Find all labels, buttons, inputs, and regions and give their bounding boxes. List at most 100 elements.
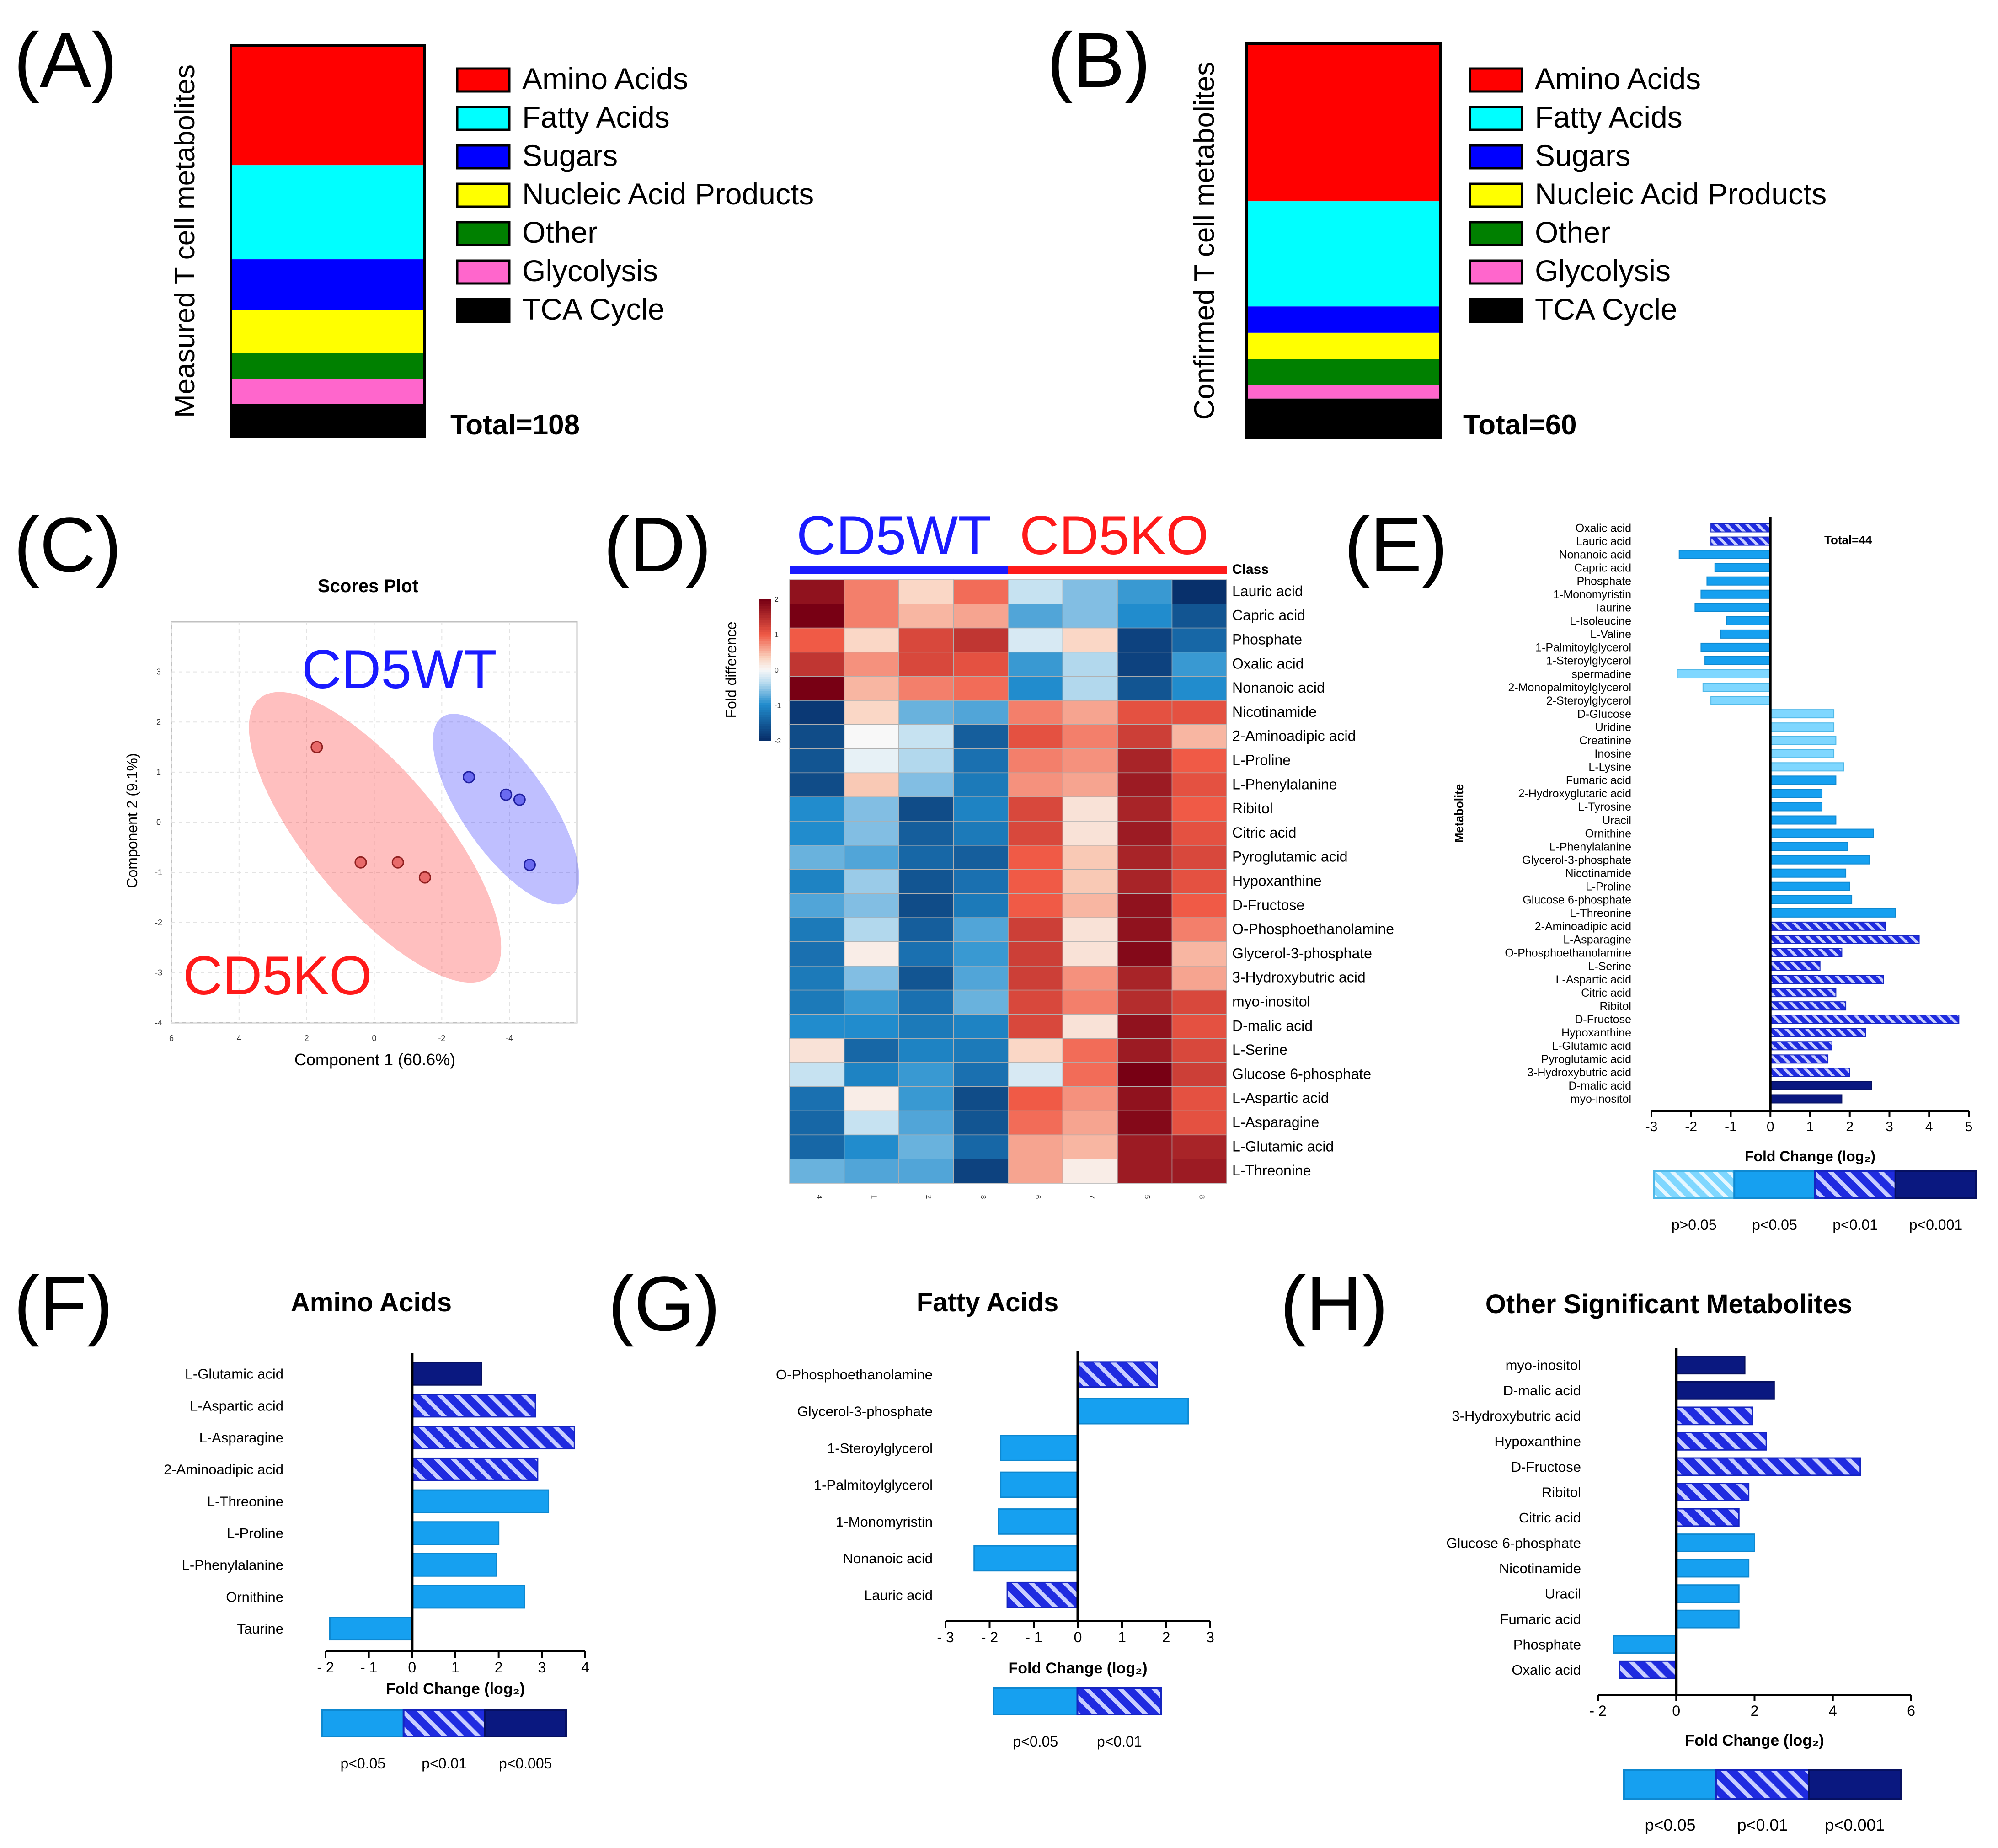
row-label-3-hydroxybutric-acid: 3-Hydroxybutric acid [1232,969,1366,986]
legend-swatch-other [456,221,511,246]
heatmap-cell [1117,676,1173,701]
scale-step [759,712,771,716]
heatmap-cell [1062,700,1118,725]
heatmap-cell [1171,652,1227,677]
heatmap-cell [953,579,1009,604]
scale-tick-label: 2 [775,596,779,604]
legend-swatch-p-0-01 [402,1709,486,1737]
bar-label-fumaric-acid: Fumaric acid [1500,1611,1581,1627]
total-label: Total=60 [1463,409,1577,441]
heatmap-cell [1008,869,1063,894]
heatmap-cell [1008,989,1063,1015]
bar-label-l-isoleucine: L-Isoleucine [1570,615,1631,628]
bar-label-ornithine: Ornithine [1585,827,1631,840]
bar-label-d-glucose: D-Glucose [1577,708,1631,721]
x-tick-label: 2 [305,1034,309,1043]
legend-swatch-sugars [456,144,511,170]
heatmap-cell [1062,652,1118,677]
bar-label-2-hydroxyglutaric-acid: 2-Hydroxyglutaric acid [1518,787,1631,800]
heatmap-cell [1008,1134,1063,1159]
panel-f-amino-acids-chart: Amino Acids L-Glutamic acid L-Aspartic aci… [164,1287,589,1772]
heatmap-cell [1117,579,1173,604]
score-point-cd5ko [354,856,367,869]
panel-label-b: (B) [1047,17,1151,104]
x-tick-label: 4 [1829,1703,1837,1719]
heatmap-cell [898,627,954,653]
bar-label-capric-acid: Capric acid [1574,561,1631,574]
heatmap-cell [1117,966,1173,991]
heatmap-cell [1171,1014,1227,1039]
legend-swatch-p-0-05 [1733,1170,1816,1199]
heatmap-cell [1008,579,1063,604]
bar-label-glucose-6-phosphate: Glucose 6-phosphate [1446,1535,1581,1551]
x-tick-label: 2 [1162,1629,1170,1645]
bar-label-o-phosphoethanolamine: O-Phosphoethanolamine [776,1367,933,1383]
heatmap-cell [844,941,899,967]
heatmap-cell [1062,966,1118,991]
scale-step [759,641,771,645]
heatmap-cell [1008,772,1063,797]
bar-lauric-acid [1006,1581,1079,1608]
scale-step [759,707,771,710]
bar-capric-acid [1714,563,1771,572]
heatmap-cell [1171,1159,1227,1184]
heatmap-cell [844,1038,899,1063]
bar-label-l-proline: L-Proline [227,1525,283,1541]
bar-uracil [1675,1584,1740,1603]
class-label: Class [1232,562,1269,577]
bar-l-asparagine [411,1426,575,1450]
bar-2-steroylglycerol [1710,696,1771,705]
legend-label-sugars: Sugars [522,139,618,172]
x-tick-label: 1 [1806,1119,1814,1134]
heatmap-cell [844,1014,899,1039]
legend-label-p-0-01: p<0.01 [1832,1217,1878,1233]
scale-step [759,667,771,670]
bar-hypoxanthine [1675,1432,1767,1451]
bar-label-nicotinamide: Nicotinamide [1499,1560,1581,1576]
row-label-2-aminoadipic-acid: 2-Aminoadipic acid [1232,728,1356,744]
heatmap-cell [1171,1134,1227,1159]
scale-step [759,705,771,708]
bar-label-1-steroylglycerol: 1-Steroylglycerol [1546,655,1631,668]
heatmap-cell [898,652,954,677]
bar-d-fructose [1770,1015,1960,1024]
segment-fatty-acids [1247,201,1440,307]
bar-label-ornithine: Ornithine [226,1589,283,1605]
bar-label-1-monomyristin: 1-Monomyristin [1553,588,1631,601]
x-tick-label: 2 [1846,1119,1854,1134]
heatmap-cell [844,869,899,894]
x-tick-label: 0 [372,1034,376,1043]
x-tick-label: 2 [1751,1703,1759,1719]
heatmap-cell [953,1038,1009,1063]
heatmap-cell [953,941,1009,967]
heatmap-cell [1171,821,1227,846]
y-tick-label: -2 [155,918,162,927]
bar-label-l-aspartic-acid: L-Aspartic acid [1556,973,1631,986]
heatmap-cell [1117,796,1173,822]
heatmap-cell [844,604,899,629]
bar-label-hypoxanthine: Hypoxanthine [1494,1433,1581,1449]
bar-2-monopalmitoylglycerol [1702,683,1771,692]
scale-step [759,698,771,701]
heatmap-cell [953,1062,1009,1087]
bar-label-d-fructose: D-Fructose [1511,1459,1581,1475]
row-label-capric-acid: Capric acid [1232,607,1305,624]
scale-step [759,731,771,734]
group-label-cd5ko: CD5KO [1020,505,1208,566]
heatmap-cell [953,796,1009,822]
heatmap-cell [789,748,845,774]
heatmap-cell [953,724,1009,749]
scale-step [759,693,771,696]
scale-step [759,599,771,602]
bar-label-nicotinamide: Nicotinamide [1565,867,1631,880]
score-point-cd5ko [418,871,431,884]
segment-fatty-acids [231,165,424,260]
heatmap-cell [1062,676,1118,701]
row-label-phosphate: Phosphate [1232,631,1302,648]
scale-step [759,679,771,682]
row-label-l-asparagine: L-Asparagine [1232,1114,1319,1131]
heatmap-cell [1117,700,1173,725]
heatmap-cell [898,676,954,701]
bar-1-monomyristin [1700,589,1771,599]
bar-l-phenylalanine [1770,842,1848,851]
